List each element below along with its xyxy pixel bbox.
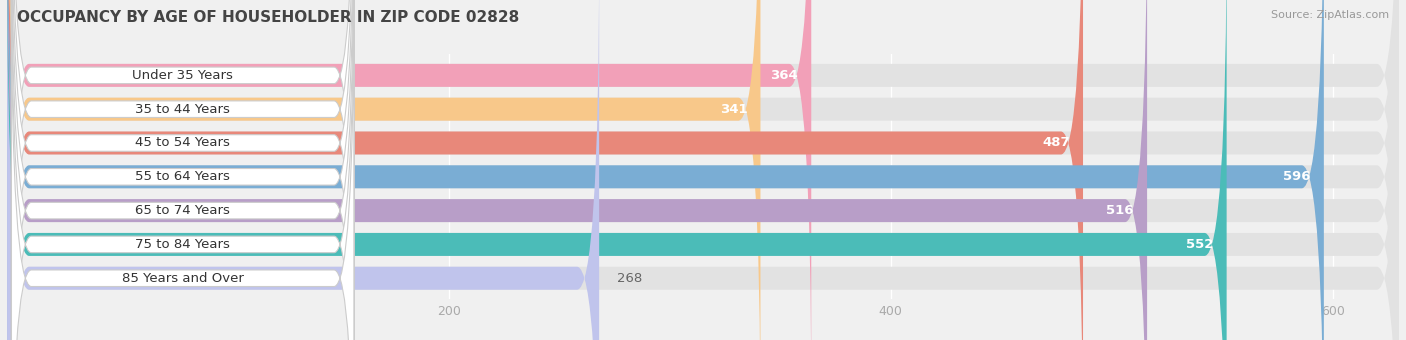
FancyBboxPatch shape: [7, 0, 1399, 340]
FancyBboxPatch shape: [7, 0, 1399, 340]
FancyBboxPatch shape: [7, 0, 1399, 340]
FancyBboxPatch shape: [7, 0, 1399, 340]
FancyBboxPatch shape: [7, 0, 761, 340]
Text: 55 to 64 Years: 55 to 64 Years: [135, 170, 231, 183]
Text: 75 to 84 Years: 75 to 84 Years: [135, 238, 231, 251]
Text: 85 Years and Over: 85 Years and Over: [122, 272, 243, 285]
FancyBboxPatch shape: [11, 0, 354, 340]
FancyBboxPatch shape: [7, 0, 1399, 340]
FancyBboxPatch shape: [11, 0, 354, 340]
Text: 596: 596: [1284, 170, 1310, 183]
Text: 45 to 54 Years: 45 to 54 Years: [135, 136, 231, 150]
FancyBboxPatch shape: [7, 0, 1226, 340]
Text: 268: 268: [617, 272, 643, 285]
Text: 364: 364: [770, 69, 799, 82]
Text: 35 to 44 Years: 35 to 44 Years: [135, 103, 231, 116]
FancyBboxPatch shape: [7, 0, 1147, 340]
FancyBboxPatch shape: [7, 0, 1399, 340]
FancyBboxPatch shape: [11, 0, 354, 340]
FancyBboxPatch shape: [11, 0, 354, 340]
Text: 65 to 74 Years: 65 to 74 Years: [135, 204, 231, 217]
Text: Under 35 Years: Under 35 Years: [132, 69, 233, 82]
FancyBboxPatch shape: [7, 0, 599, 340]
Text: 487: 487: [1042, 136, 1070, 150]
FancyBboxPatch shape: [7, 0, 1324, 340]
FancyBboxPatch shape: [11, 0, 354, 340]
FancyBboxPatch shape: [11, 0, 354, 340]
FancyBboxPatch shape: [7, 0, 811, 340]
Text: OCCUPANCY BY AGE OF HOUSEHOLDER IN ZIP CODE 02828: OCCUPANCY BY AGE OF HOUSEHOLDER IN ZIP C…: [17, 10, 519, 25]
FancyBboxPatch shape: [7, 0, 1399, 340]
Text: 516: 516: [1107, 204, 1133, 217]
FancyBboxPatch shape: [11, 0, 354, 340]
Text: 552: 552: [1187, 238, 1213, 251]
Text: Source: ZipAtlas.com: Source: ZipAtlas.com: [1271, 10, 1389, 20]
Text: 341: 341: [720, 103, 747, 116]
FancyBboxPatch shape: [7, 0, 1083, 340]
